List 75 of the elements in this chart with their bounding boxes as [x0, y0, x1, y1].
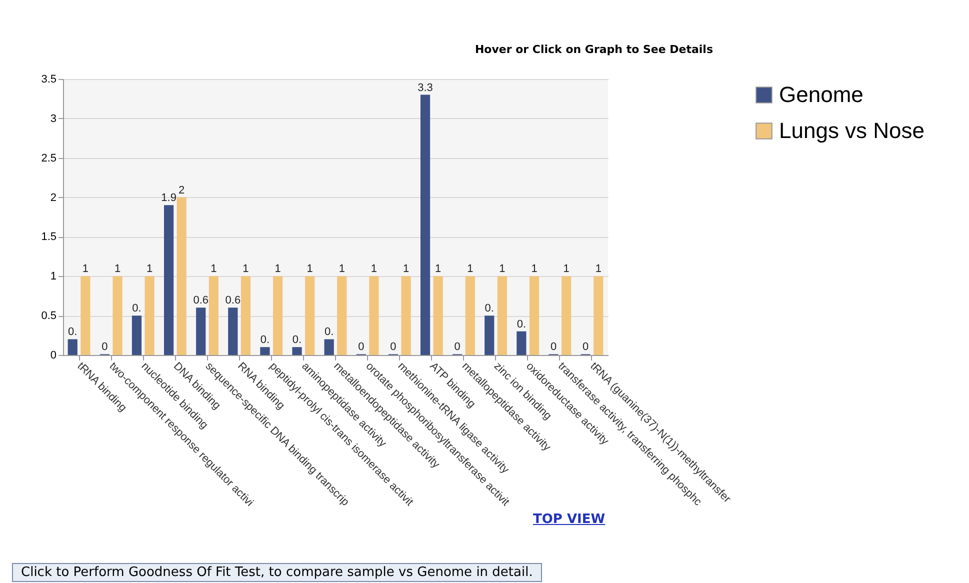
- data-label: 1: [402, 263, 410, 276]
- y-tick-label: 1: [50, 270, 56, 283]
- bar: [529, 276, 540, 355]
- text: Click to Perform Goodness Of Fit Test, to compare sample vs Genome in detail.: [12, 563, 542, 582]
- data-label: 0: [454, 341, 460, 354]
- text: TOP VIEW: [533, 512, 606, 527]
- bar: [272, 276, 283, 355]
- data-label: 1: [435, 263, 442, 276]
- data-label: 3.3: [418, 82, 433, 94]
- data-label: 0.: [132, 302, 142, 315]
- bar: [196, 308, 206, 355]
- bar: [562, 276, 572, 355]
- data-label: 0: [358, 341, 364, 354]
- y-tick-label: 2.5: [41, 152, 56, 164]
- y-tick-label: 3.5: [41, 74, 56, 86]
- bar: [260, 347, 270, 355]
- data-label: 1: [274, 263, 281, 276]
- y-tick-label: 3: [50, 112, 56, 125]
- bar: [420, 94, 430, 355]
- bar: [465, 276, 475, 355]
- data-label: 1: [306, 263, 313, 276]
- data-label: 1: [242, 263, 249, 276]
- bar: [68, 339, 78, 355]
- data-label: 1: [563, 263, 570, 276]
- data-label: 0.: [324, 326, 334, 338]
- legend-label: Genome: [779, 82, 864, 107]
- data-label: 2: [178, 184, 185, 196]
- bar: [594, 276, 604, 355]
- data-label: 1: [595, 263, 602, 276]
- bar: [80, 276, 90, 355]
- data-label: 0: [390, 341, 396, 354]
- data-label: 1: [114, 263, 121, 276]
- data-label: 1: [82, 263, 89, 276]
- bar: [132, 316, 142, 355]
- data-label: 1: [338, 263, 345, 276]
- data-label: 0.: [484, 302, 494, 315]
- bar: [176, 197, 186, 355]
- y-tick-label: 1.5: [41, 231, 56, 244]
- data-label: 0.: [292, 334, 302, 346]
- bar: [484, 316, 494, 355]
- data-label: 0.: [516, 318, 526, 330]
- bar: [369, 276, 379, 355]
- y-tick-label: 0.5: [41, 310, 56, 322]
- bar: [292, 347, 302, 355]
- data-label: 1: [370, 263, 378, 276]
- chart-title: Hover or Click on Graph to See Details: [474, 43, 714, 56]
- bar: [337, 276, 347, 355]
- bar: [433, 276, 443, 355]
- data-label: 0.6: [193, 294, 208, 307]
- bar: [112, 276, 122, 355]
- data-label: 0: [550, 341, 557, 354]
- data-label: 0: [582, 341, 589, 354]
- data-label: 1.9: [161, 192, 176, 204]
- y-tick-label: 0: [50, 350, 56, 362]
- bar: [240, 276, 251, 355]
- bar: [228, 308, 238, 355]
- data-label: 1: [531, 263, 538, 276]
- bar: [164, 205, 174, 355]
- legend-label: Lungs vs Nose: [779, 118, 925, 143]
- data-label: 1: [146, 263, 153, 276]
- bar: [144, 276, 154, 355]
- bar: [208, 276, 218, 355]
- bar: [324, 339, 334, 355]
- y-tick-label: 2: [50, 192, 56, 204]
- bar: [497, 276, 508, 355]
- data-label: 0: [102, 341, 108, 354]
- data-label: 0.: [68, 326, 78, 338]
- bar: [305, 276, 315, 355]
- data-label: 1: [499, 263, 506, 276]
- data-label: 1: [467, 263, 474, 276]
- bar: [401, 276, 411, 355]
- data-label: 0.: [260, 334, 270, 346]
- data-label: 1: [210, 263, 217, 276]
- bar: [516, 331, 526, 355]
- data-label: 0.6: [225, 294, 241, 307]
